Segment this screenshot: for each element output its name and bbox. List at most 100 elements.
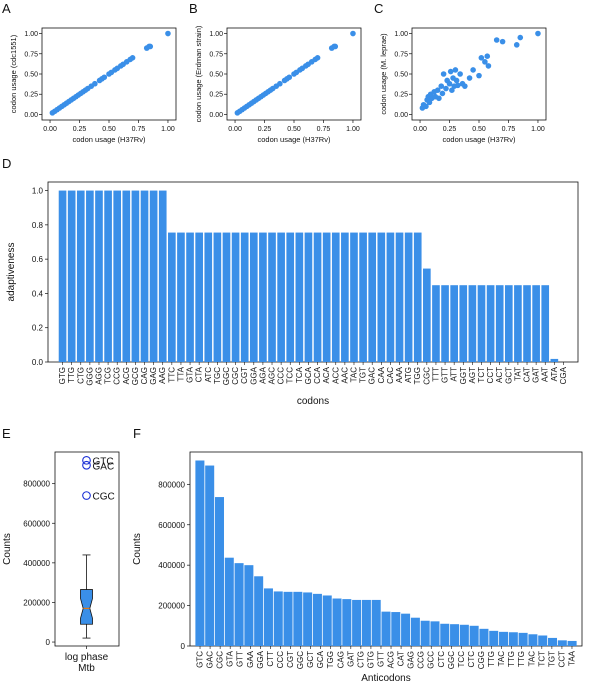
bar bbox=[450, 285, 458, 362]
x-tick-label: CGC bbox=[216, 651, 225, 669]
y-axis-label: codon usage (Erdman strain) bbox=[194, 25, 203, 122]
x-tick-label: TAC bbox=[497, 651, 506, 667]
x-tick-label: 0.75 bbox=[317, 126, 331, 133]
x-tick-label: GGT bbox=[459, 367, 468, 384]
y-tick-label: 600000 bbox=[23, 519, 50, 528]
x-tick-label: 1.00 bbox=[531, 126, 545, 133]
scatter-point bbox=[92, 80, 98, 87]
x-tick-label: TAC bbox=[527, 651, 536, 667]
y-tick-label: 1.00 bbox=[209, 31, 223, 38]
scatter-point bbox=[453, 77, 460, 84]
x-tick-label: ACA bbox=[322, 366, 331, 383]
scatter-point bbox=[457, 71, 463, 77]
bar bbox=[86, 190, 94, 362]
bar bbox=[177, 232, 185, 362]
x-tick-label: GCC bbox=[427, 651, 436, 669]
x-tick-label: GAT bbox=[532, 367, 541, 383]
x-tick-label: GCA bbox=[304, 366, 313, 384]
scatter-point bbox=[466, 75, 473, 81]
y-axis-label: Counts bbox=[2, 533, 13, 565]
bar bbox=[528, 634, 538, 646]
x-tick-label: CCA bbox=[313, 366, 322, 384]
bar bbox=[213, 232, 222, 362]
scatter-point bbox=[482, 59, 488, 65]
outlier-label: GAC bbox=[93, 461, 115, 472]
bar bbox=[518, 632, 528, 646]
bar bbox=[341, 232, 349, 362]
scatter-point bbox=[426, 99, 433, 106]
x-tick-label: ACG bbox=[387, 651, 396, 668]
y-tick-label: 1.0 bbox=[32, 187, 44, 196]
bar bbox=[495, 285, 504, 362]
x-tick-label: CTC bbox=[467, 651, 476, 668]
bar bbox=[508, 632, 518, 646]
bar bbox=[303, 592, 313, 646]
x-tick-label: CCT bbox=[557, 651, 566, 668]
x-tick-label: CTT bbox=[266, 651, 275, 667]
scatter-point bbox=[470, 67, 476, 73]
scatter-point bbox=[485, 63, 492, 69]
x-axis-label: Anticodons bbox=[361, 673, 410, 684]
y-axis-label: codon usage (cdc1551) bbox=[9, 34, 18, 113]
bar bbox=[168, 232, 176, 362]
y-tick-label: 0 bbox=[181, 642, 186, 651]
bar bbox=[368, 232, 377, 362]
bar bbox=[504, 285, 513, 362]
plot-frame bbox=[54, 451, 120, 647]
x-tick-label: CAA bbox=[377, 366, 386, 383]
bar bbox=[486, 285, 495, 362]
x-tick-label: TGG bbox=[413, 367, 422, 384]
scatter-chart-c: 0.00 0.25 0.50 0.75 1.00 0.00 0.25 0.50 0.75 1.00… bbox=[379, 27, 547, 144]
x-tick-label: GCA bbox=[316, 650, 325, 668]
x-tick-label: 0.25 bbox=[443, 126, 457, 133]
x-tick-label: 0.50 bbox=[102, 126, 116, 133]
bar bbox=[295, 232, 304, 362]
bar bbox=[140, 190, 149, 362]
x-tick-label: TTG bbox=[507, 651, 516, 667]
scatter-point bbox=[439, 90, 446, 97]
x-category-label: log phase bbox=[65, 652, 109, 663]
y-tick-label: 0.6 bbox=[32, 255, 44, 264]
x-tick-label: GTT bbox=[236, 651, 245, 667]
bar bbox=[538, 635, 548, 646]
plot-frame bbox=[47, 181, 579, 363]
bar bbox=[532, 285, 540, 362]
x-tick-label: TAA bbox=[567, 650, 576, 666]
bar bbox=[381, 611, 391, 646]
bar bbox=[377, 232, 386, 362]
scatter-point bbox=[438, 83, 445, 89]
bar bbox=[359, 232, 367, 362]
bar bbox=[413, 232, 422, 362]
panel-letter-a: A bbox=[2, 1, 11, 16]
x-tick-label: GTA bbox=[226, 650, 235, 667]
x-tick-label: CAG bbox=[140, 367, 149, 384]
x-tick-label: AGG bbox=[94, 367, 103, 385]
y-axis-label: Counts bbox=[132, 533, 143, 565]
bar bbox=[523, 285, 531, 362]
bar bbox=[423, 268, 431, 362]
bar bbox=[395, 232, 404, 362]
bar bbox=[186, 232, 194, 362]
y-tick-label: 200000 bbox=[23, 598, 50, 607]
scatter-point bbox=[454, 82, 461, 89]
outlier-label: GTC bbox=[93, 456, 114, 467]
bar bbox=[477, 285, 486, 362]
x-tick-label: TGT bbox=[547, 651, 556, 667]
x-tick-label: GCT bbox=[504, 367, 513, 384]
bar bbox=[459, 285, 468, 362]
bar bbox=[410, 617, 420, 646]
y-tick-label: 400000 bbox=[23, 559, 50, 568]
x-tick-label: ACC bbox=[331, 367, 340, 384]
bar bbox=[331, 232, 340, 362]
bar bbox=[567, 640, 577, 646]
scatter-chart-b: 0.00 0.25 0.50 0.75 1.00 0.00 0.25 0.50 0.75 1.00… bbox=[194, 25, 362, 144]
bar bbox=[149, 190, 158, 362]
scatter-point bbox=[314, 55, 321, 61]
bar bbox=[76, 190, 85, 362]
y-tick-label: 800000 bbox=[158, 480, 185, 489]
y-tick-label: 0.25 bbox=[24, 92, 38, 99]
scatter-point bbox=[443, 85, 449, 92]
x-tick-label: TAC bbox=[349, 367, 358, 383]
scatter-point bbox=[101, 74, 108, 81]
